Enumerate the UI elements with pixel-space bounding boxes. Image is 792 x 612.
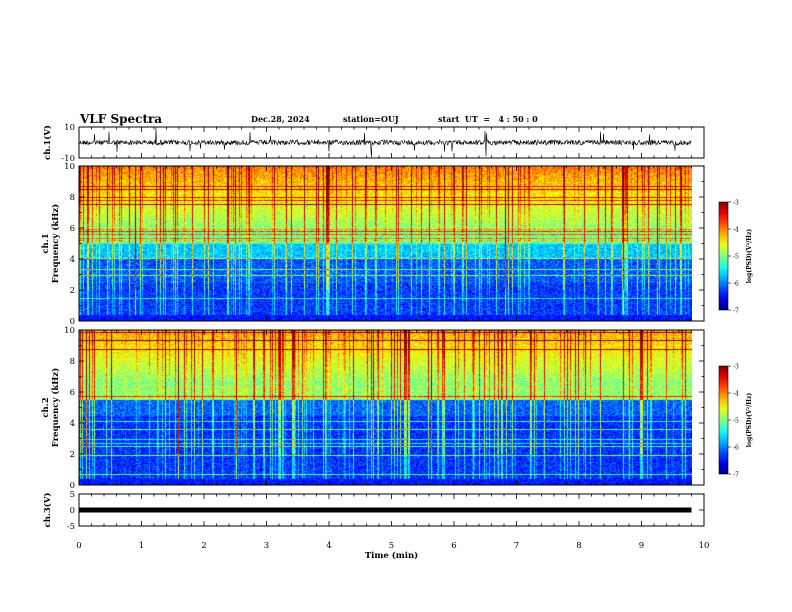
y-tick-label: 8 (70, 357, 75, 367)
panel-ch1-spectrogram: 0 2 4 6 8 10 ch.1 Frequency (kHz) (41, 162, 705, 327)
y-tick-label: -5 (67, 522, 75, 532)
station-label: station=OUJ (343, 114, 399, 124)
colorbar-ch1-spectrogram: -3 -4 -5 -6 -7 log(PSD)(V²/Hz) (718, 200, 753, 315)
x-tick-label: 9 (639, 541, 644, 551)
colorbar-gradient (718, 201, 729, 311)
figure-title: VLF Spectra (80, 112, 163, 126)
panel-ch3-waveform: 5 0 -5 ch.3(V) (42, 490, 705, 532)
x-tick-label: 8 (576, 541, 581, 551)
x-tick-label: 0 (76, 541, 81, 551)
colorbar-tick-label: -7 (733, 308, 739, 315)
ch3-waveform-trace (79, 507, 692, 513)
date-label: Dec.28, 2024 (251, 114, 310, 124)
colorbar-tick-label: -3 (733, 200, 739, 207)
colorbar-tick-label: -4 (733, 227, 739, 234)
colorbar-tick-label: -5 (733, 254, 739, 261)
y-axis-label: ch.1 (41, 233, 51, 253)
spectrogram-image-ch1 (79, 166, 692, 321)
y-tick-label: -10 (61, 154, 75, 164)
colorbar-ch2-spectrogram: -3 -4 -5 -6 -7 log(PSD)(V²/Hz) (718, 364, 753, 479)
y-tick-label: 0 (70, 506, 75, 516)
x-tick-label: 3 (264, 541, 269, 551)
start-ut-label: start UT = 4 : 50 : 0 (438, 114, 538, 124)
panel-ch2-spectrogram: 0 2 4 6 8 10 ch.2 Frequency (kHz) (41, 326, 705, 491)
colorbar-tick-label: -6 (733, 445, 739, 452)
y-tick-label: 6 (70, 224, 75, 234)
spectrogram-image-ch2 (79, 330, 692, 485)
x-tick-label: 6 (451, 541, 456, 551)
x-tick-label: 1 (139, 541, 144, 551)
y-tick-label: 0 (70, 317, 75, 327)
x-tick-label: 4 (326, 541, 331, 551)
colorbar-label: log(PSD)(V²/Hz) (746, 229, 753, 284)
y-tick-label: 4 (70, 419, 75, 429)
colorbar-label: log(PSD)(V²/Hz) (746, 393, 753, 448)
x-tick-label: 10 (699, 541, 710, 551)
y-tick-label: 5 (70, 490, 75, 500)
y-tick-label: 2 (70, 450, 75, 460)
x-tick-label: 7 (514, 541, 519, 551)
y-tick-label: 10 (64, 326, 75, 336)
y-tick-label: 10 (64, 123, 75, 133)
colorbar-tick-label: -4 (733, 391, 739, 398)
colorbar-tick-label: -6 (733, 281, 739, 288)
x-tick-label: 5 (389, 541, 394, 551)
colorbar-gradient (718, 365, 729, 475)
y-axis-label: Frequency (kHz) (50, 204, 61, 283)
y-tick-label: 4 (70, 255, 75, 265)
colorbar-tick-label: -7 (733, 472, 739, 479)
x-axis-label: Time (min) (365, 550, 418, 561)
y-axis-label: ch.2 (41, 397, 51, 417)
y-axis-label: Frequency (kHz) (50, 368, 61, 447)
y-tick-label: 2 (70, 286, 75, 296)
x-tick-label: 2 (201, 541, 206, 551)
y-axis-label: ch.3(V) (42, 493, 53, 528)
y-tick-label: 0 (70, 481, 75, 491)
y-axis-label: ch.1(V) (42, 125, 53, 160)
colorbar-tick-label: -3 (733, 364, 739, 371)
y-tick-label: 10 (64, 162, 75, 172)
panel-ch1-waveform: 10 -10 ch.1(V) (42, 123, 705, 164)
y-tick-label: 8 (70, 193, 75, 203)
ch1-waveform-trace (78, 127, 692, 158)
colorbar-tick-label: -5 (733, 418, 739, 425)
y-tick-label: 6 (70, 388, 75, 398)
